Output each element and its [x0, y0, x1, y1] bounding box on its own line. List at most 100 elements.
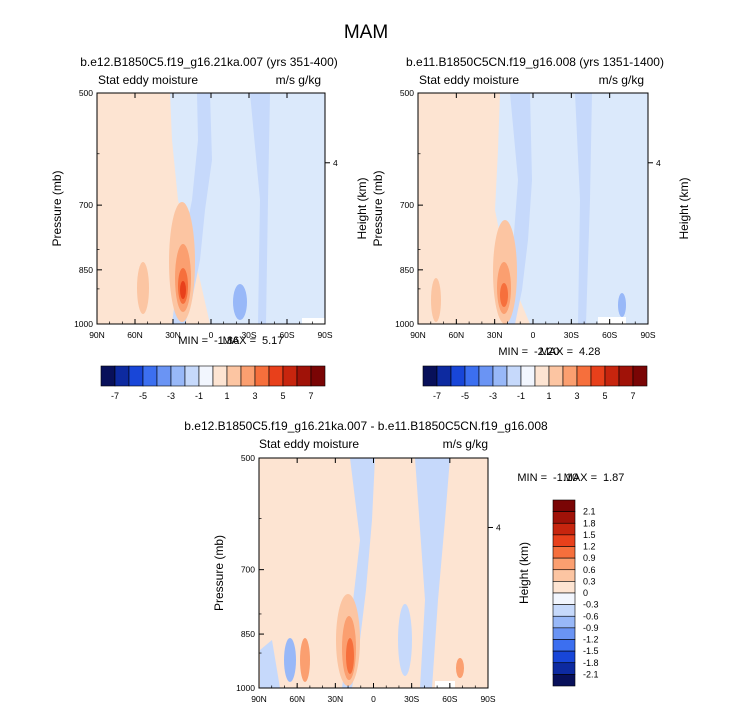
min-value: -1.86: [214, 335, 239, 347]
y-axis-label: Pressure (mb): [50, 170, 64, 246]
plot-area: [97, 93, 325, 324]
y-tick-label: 1000: [395, 319, 414, 329]
colorbar-box: [464, 365, 480, 387]
colorbar-box: [548, 365, 564, 387]
missing-region: [435, 681, 455, 688]
height-axis-label: Height (km): [677, 177, 691, 239]
colorbar-label: -1.2: [583, 635, 599, 645]
panel-title: b.e11.B1850C5CN.f19_g16.008 (yrs 1351-14…: [406, 55, 664, 69]
colorbar-box: [212, 365, 228, 387]
x-tick-label: 90N: [251, 694, 267, 704]
contour-fill: [500, 283, 508, 307]
colorbar-box: [310, 365, 326, 387]
x-tick-label: 0: [209, 330, 214, 340]
left-string: Stat eddy moisture: [419, 73, 519, 87]
colorbar-box: [520, 365, 536, 387]
colorbar-box: [282, 365, 298, 387]
x-tick-label: 30S: [404, 694, 419, 704]
negative-region: [260, 640, 280, 688]
colorbar-box: [534, 365, 550, 387]
right-string: m/s g/kg: [599, 73, 644, 87]
colorbar-top-right: -7 -5 -3 -1 1 3 5 7: [422, 365, 648, 401]
colorbar-label: -1.5: [583, 646, 599, 656]
x-tick-label: 60N: [127, 330, 143, 340]
contour-fill: [233, 284, 247, 320]
colorbar-label: -1: [195, 391, 203, 401]
colorbar-box: [156, 365, 172, 387]
colorbar-box: [552, 674, 576, 687]
x-tick-label: 60S: [279, 330, 294, 340]
colorbar-label: -3: [489, 391, 497, 401]
right-string: m/s g/kg: [443, 437, 488, 451]
axes: 90N 60N 30N 0 30S 60S 90S 500 700 850 1000 4 Pressur…: [371, 88, 691, 340]
colorbar-label: 0.6: [583, 565, 596, 575]
x-tick-label: 60S: [602, 330, 617, 340]
x-tick-label: 90N: [410, 330, 426, 340]
panel-title: b.e12.B1850C5.f19_g16.21ka.007 - b.e11.B…: [184, 419, 548, 433]
contour-fill: [398, 604, 412, 676]
colorbar-box: [100, 365, 116, 387]
colorbar-box: [618, 365, 634, 387]
right-string: m/s g/kg: [276, 73, 321, 87]
x-tick-label: 0: [531, 330, 536, 340]
colorbar-box: [552, 627, 576, 640]
axes: 90N 60N 30N 0 30S 60S 90S 500 700 850 1000 4 Pressur…: [212, 453, 531, 704]
y-tick-label: 700: [241, 565, 255, 575]
plot-area: [259, 458, 488, 688]
colorbar-label: -0.3: [583, 600, 599, 610]
colorbar-box: [254, 365, 270, 387]
colorbar-box: [506, 365, 522, 387]
x-tick-label: 90S: [317, 330, 332, 340]
x-tick-label: 0: [371, 694, 376, 704]
colorbar-box: [114, 365, 130, 387]
colorbar-label: 1.2: [583, 542, 596, 552]
colorbar-box: [226, 365, 242, 387]
contour-fill: [284, 638, 296, 682]
colorbar-label: -7: [111, 391, 119, 401]
colorbar-box: [552, 499, 576, 512]
y-axis-label: Pressure (mb): [371, 170, 385, 246]
contour-fill: [346, 638, 354, 674]
x-tick-label: 30N: [487, 330, 503, 340]
y-tick-label: 500: [400, 88, 414, 98]
min-label: MIN =: [498, 346, 528, 358]
x-tick-label: 30N: [165, 330, 181, 340]
plot-area: [418, 93, 648, 324]
contour-fill: [180, 281, 186, 299]
panel-control-21ka: b.e12.B1850C5.f19_g16.21ka.007 (yrs 351-…: [50, 55, 369, 347]
colorbar-box: [478, 365, 494, 387]
x-tick-label: 60N: [449, 330, 465, 340]
axes: 90N 60N 30N 0 30S 60S 90S 500 700 850 1000 4 Pressur…: [50, 88, 369, 340]
colorbar-box: [552, 511, 576, 524]
colorbar-top-left: -7 -5 -3 -1 1 3 5 7: [100, 365, 326, 401]
colorbar-label: 1.5: [583, 530, 596, 540]
panel-difference: b.e12.B1850C5.f19_g16.21ka.007 - b.e11.B…: [184, 419, 624, 704]
colorbar-box: [436, 365, 452, 387]
min-label: MIN =: [517, 472, 547, 484]
x-tick-label: 60N: [289, 694, 305, 704]
colorbar-box: [590, 365, 606, 387]
max-value: 1.87: [603, 472, 624, 484]
y-tick-label: 500: [79, 88, 93, 98]
colorbar-box: [198, 365, 214, 387]
x-tick-label: 30S: [241, 330, 256, 340]
x-tick-label: 60S: [442, 694, 457, 704]
colorbar-box: [142, 365, 158, 387]
colorbar-box: [552, 522, 576, 536]
colorbar-box: [240, 365, 256, 387]
colorbar-box: [604, 365, 620, 387]
y-axis-label: Pressure (mb): [212, 535, 226, 611]
colorbar-label: -5: [139, 391, 147, 401]
colorbar-label: 3: [252, 391, 257, 401]
negative-region: [250, 93, 270, 324]
colorbar-box: [552, 569, 576, 582]
y-tick-label: 850: [79, 265, 93, 275]
missing-region: [302, 318, 325, 324]
colorbar-label: 3: [574, 391, 579, 401]
panel-title: b.e12.B1850C5.f19_g16.21ka.007 (yrs 351-…: [80, 55, 338, 69]
y-tick-label: 850: [241, 629, 255, 639]
colorbar-label: 7: [308, 391, 313, 401]
colorbar-label: -0.6: [583, 611, 599, 621]
colorbar-label: -7: [433, 391, 441, 401]
colorbar-difference: 2.11.81.51.20.90.60.30-0.3-0.6-0.9-1.2-1…: [552, 499, 599, 687]
